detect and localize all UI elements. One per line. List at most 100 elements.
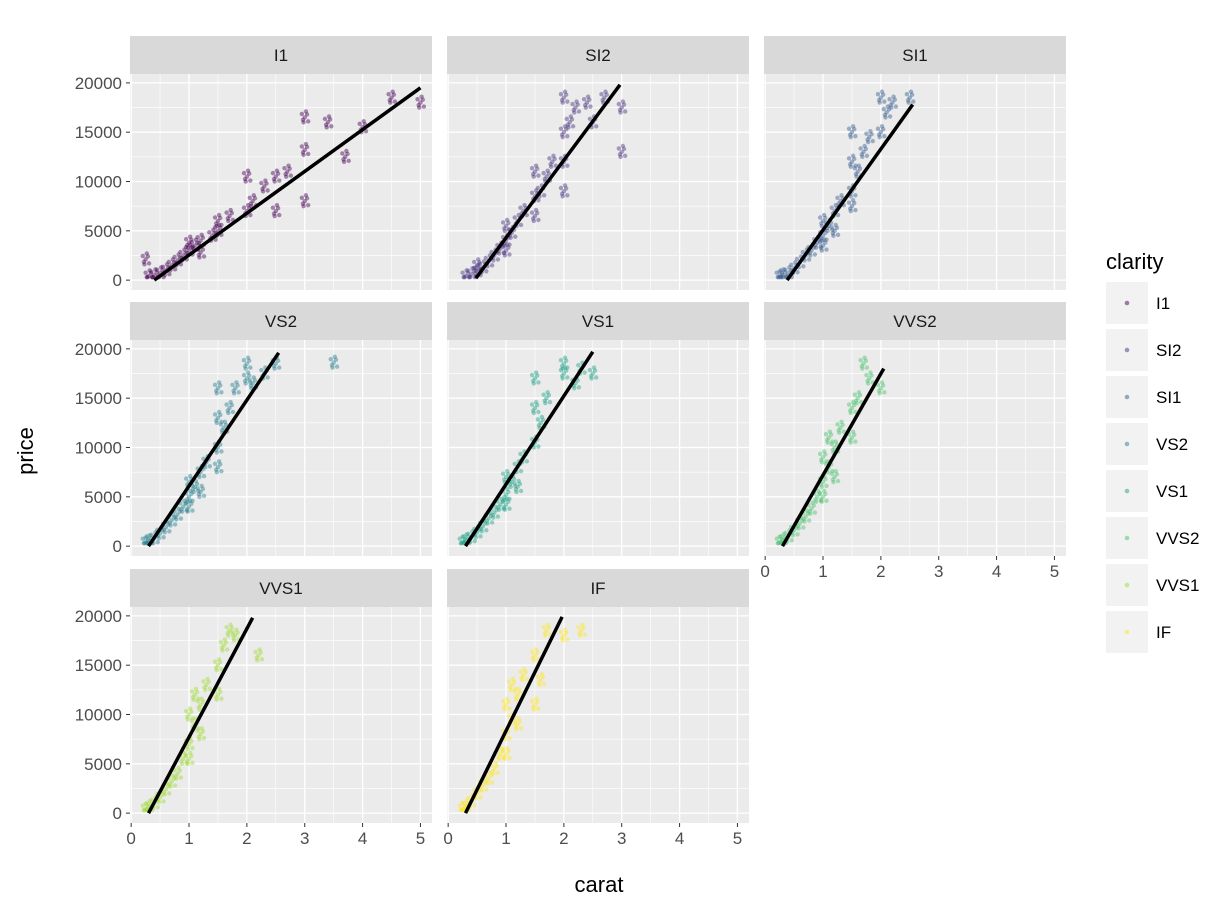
data-point bbox=[333, 357, 339, 362]
data-point bbox=[560, 134, 565, 140]
data-point bbox=[223, 640, 229, 645]
data-point bbox=[300, 201, 306, 206]
data-point bbox=[854, 174, 859, 179]
data-point bbox=[833, 222, 838, 228]
data-point bbox=[848, 408, 853, 413]
data-point bbox=[531, 174, 536, 179]
data-point bbox=[507, 482, 513, 487]
data-point bbox=[486, 516, 491, 521]
data-point bbox=[392, 99, 398, 104]
data-point bbox=[777, 269, 782, 274]
data-point bbox=[531, 218, 536, 224]
data-point bbox=[229, 625, 235, 630]
data-point bbox=[518, 222, 524, 228]
data-point bbox=[286, 163, 291, 168]
data-point bbox=[495, 514, 501, 519]
data-point bbox=[531, 381, 536, 386]
data-point bbox=[168, 523, 173, 528]
data-point bbox=[216, 686, 222, 692]
data-point bbox=[849, 405, 855, 411]
x-tick-label: 5 bbox=[733, 829, 742, 848]
data-point bbox=[194, 481, 200, 487]
data-point bbox=[532, 702, 538, 707]
data-point bbox=[500, 748, 505, 754]
data-point bbox=[853, 163, 858, 168]
data-point bbox=[776, 274, 781, 280]
data-point bbox=[145, 274, 150, 280]
data-point bbox=[559, 132, 565, 137]
data-point bbox=[841, 429, 847, 434]
data-point bbox=[561, 129, 567, 135]
data-point bbox=[231, 391, 237, 396]
data-point bbox=[186, 741, 192, 747]
data-point bbox=[532, 169, 538, 174]
data-point bbox=[869, 131, 874, 137]
data-point bbox=[179, 506, 184, 512]
legend-label: I1 bbox=[1156, 294, 1170, 313]
data-point bbox=[346, 158, 351, 163]
y-tick-label: 10000 bbox=[75, 173, 122, 192]
data-point bbox=[794, 256, 800, 262]
data-point bbox=[515, 484, 520, 490]
data-point bbox=[819, 223, 825, 229]
data-point bbox=[303, 141, 309, 147]
data-point bbox=[830, 231, 836, 236]
data-point bbox=[502, 250, 507, 256]
data-point bbox=[803, 514, 808, 519]
data-point bbox=[813, 497, 818, 502]
data-point bbox=[167, 791, 172, 796]
data-point bbox=[192, 484, 197, 490]
data-point bbox=[244, 174, 250, 179]
data-point bbox=[513, 234, 518, 239]
data-point bbox=[865, 137, 870, 142]
data-point bbox=[496, 251, 502, 256]
data-point bbox=[225, 216, 230, 221]
data-point bbox=[494, 763, 499, 768]
data-point bbox=[502, 243, 508, 248]
data-point bbox=[513, 487, 519, 492]
data-point bbox=[207, 230, 212, 235]
data-point bbox=[513, 686, 518, 692]
data-point bbox=[538, 677, 543, 683]
data-point bbox=[471, 269, 476, 274]
data-point bbox=[259, 180, 264, 186]
data-point bbox=[852, 201, 857, 206]
x-tick-label: 0 bbox=[443, 829, 452, 848]
data-point bbox=[848, 164, 853, 169]
data-point bbox=[492, 510, 497, 515]
data-point bbox=[229, 402, 235, 408]
data-point bbox=[419, 94, 424, 99]
y-axis-title: price bbox=[13, 427, 38, 475]
x-tick-label: 4 bbox=[675, 829, 684, 848]
data-point bbox=[149, 532, 154, 537]
data-point bbox=[222, 419, 228, 425]
data-point bbox=[301, 120, 306, 125]
facet-strip-label: VS1 bbox=[582, 312, 614, 331]
data-point bbox=[529, 649, 535, 655]
data-point bbox=[818, 498, 823, 503]
data-point bbox=[565, 637, 570, 642]
data-point bbox=[466, 795, 471, 801]
data-point bbox=[858, 358, 863, 363]
data-point bbox=[529, 210, 535, 215]
data-point bbox=[252, 378, 258, 383]
x-tick-label: 4 bbox=[358, 829, 367, 848]
data-point bbox=[485, 781, 490, 786]
data-point bbox=[536, 380, 541, 385]
data-point bbox=[535, 699, 540, 704]
data-point bbox=[848, 410, 853, 416]
data-point bbox=[835, 195, 840, 200]
data-point bbox=[325, 120, 331, 125]
data-point bbox=[420, 97, 425, 102]
data-point bbox=[215, 218, 221, 224]
data-point bbox=[568, 114, 574, 119]
data-point bbox=[570, 124, 576, 129]
data-point bbox=[807, 508, 812, 514]
data-point bbox=[565, 375, 570, 380]
data-point bbox=[478, 534, 483, 539]
data-point bbox=[194, 240, 200, 245]
data-point bbox=[604, 92, 609, 97]
data-point bbox=[186, 504, 192, 509]
data-point bbox=[829, 441, 834, 447]
data-point bbox=[849, 159, 855, 164]
